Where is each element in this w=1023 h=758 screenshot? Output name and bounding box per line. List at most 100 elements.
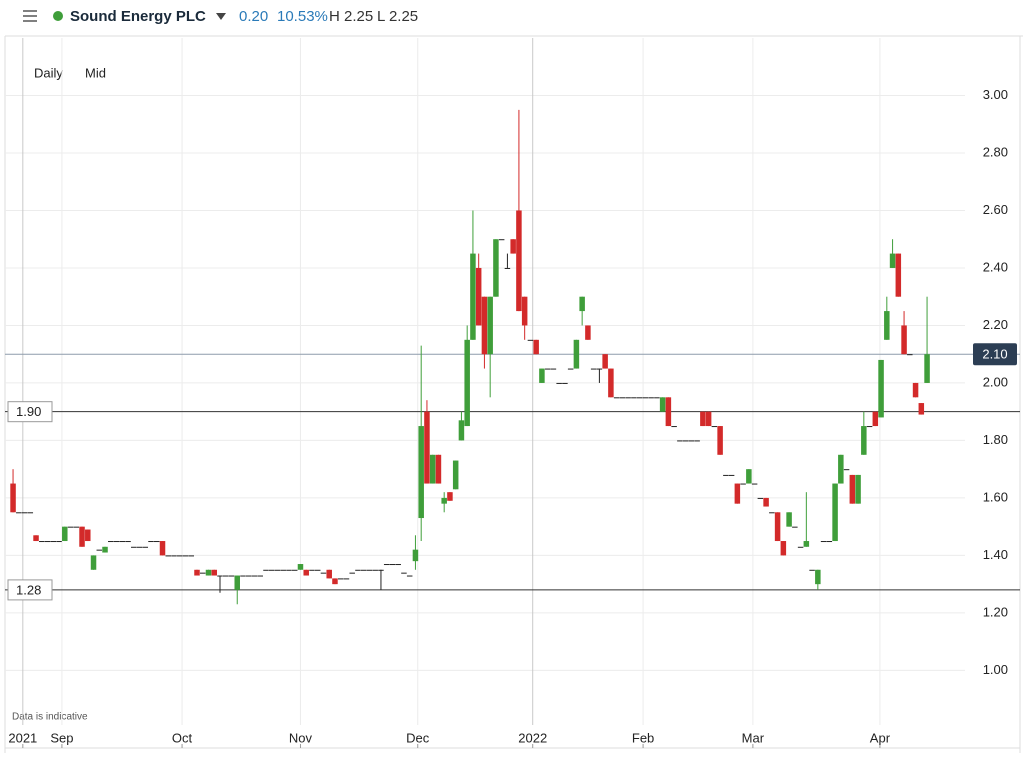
- candle-body: [343, 578, 350, 580]
- candle-body: [631, 397, 637, 399]
- y-tick-label: 2.00: [983, 374, 1008, 389]
- candle-body: [728, 474, 735, 476]
- candle-body: [613, 397, 620, 399]
- candle-body: [567, 368, 574, 370]
- candle-body: [648, 397, 654, 399]
- candle-body: [924, 354, 930, 383]
- candle-body: [516, 210, 522, 312]
- x-tick-label: Apr: [870, 730, 891, 745]
- candle-body: [119, 541, 126, 543]
- x-tick-label: Oct: [172, 730, 193, 745]
- candle-body: [889, 253, 896, 268]
- candle-body: [884, 311, 890, 340]
- high: H 2.25: [329, 8, 373, 25]
- candle-body: [406, 575, 413, 577]
- candle-body: [389, 564, 396, 566]
- candle-body: [113, 541, 120, 543]
- candle-body: [861, 426, 867, 455]
- candle-body: [303, 569, 309, 576]
- candle-body: [320, 572, 327, 574]
- candle-body: [182, 555, 189, 557]
- candle-body: [268, 569, 275, 571]
- candle-body: [337, 578, 344, 580]
- candle-body: [102, 546, 108, 553]
- instrument-title[interactable]: Sound Energy PLC: [70, 8, 206, 25]
- candle-body: [286, 569, 292, 571]
- x-tick-label: 2021: [8, 730, 37, 745]
- interval-button[interactable]: Daily: [34, 65, 63, 80]
- candle-body: [79, 526, 85, 547]
- y-tick-label: 1.00: [983, 662, 1008, 677]
- candle-body: [429, 454, 436, 484]
- candle-body: [50, 541, 57, 543]
- header-bar: [0, 0, 1023, 36]
- candle-body: [401, 572, 407, 574]
- candle-body: [349, 572, 355, 574]
- candle-body: [705, 411, 712, 427]
- candle-body: [33, 535, 39, 542]
- candle-body: [291, 569, 298, 571]
- x-tick-label: Dec: [406, 730, 430, 745]
- candle-body: [590, 368, 597, 370]
- candle-body: [527, 339, 534, 341]
- candle-body: [740, 483, 746, 485]
- candle-body: [654, 397, 660, 399]
- candle-body: [780, 541, 787, 556]
- candle-body: [510, 239, 516, 254]
- candle-body: [895, 253, 902, 297]
- candle-body: [786, 512, 792, 527]
- candle-body: [723, 474, 729, 476]
- candle-body: [682, 440, 689, 442]
- candle-body: [234, 575, 240, 590]
- candle-body: [665, 397, 672, 427]
- y-tick-label: 1.80: [983, 432, 1008, 447]
- candle-body: [452, 460, 459, 490]
- candle-body: [395, 564, 401, 566]
- candle-body: [211, 569, 217, 576]
- price-label: 2.10: [982, 347, 1007, 362]
- candle-body: [194, 569, 200, 576]
- candle-body: [878, 359, 884, 418]
- candle-body: [136, 546, 143, 548]
- candle-body: [562, 382, 568, 384]
- candle-body: [820, 541, 827, 543]
- candle-body: [533, 339, 539, 355]
- candle-body: [596, 368, 603, 370]
- candle-body: [746, 469, 752, 484]
- candle-body: [642, 397, 649, 399]
- low: L 2.25: [377, 8, 418, 25]
- candle-body: [579, 296, 585, 312]
- candle-body: [872, 411, 879, 427]
- price-type-button[interactable]: Mid: [85, 65, 106, 80]
- menu-icon[interactable]: [23, 10, 37, 22]
- candle-body: [717, 426, 723, 455]
- candle-body: [177, 555, 183, 557]
- candle-body: [332, 578, 338, 585]
- change-pct: 10.53%: [277, 8, 328, 25]
- candle-body: [378, 569, 384, 571]
- candle-body: [619, 397, 626, 399]
- candle-body: [263, 569, 269, 571]
- candle-body: [556, 382, 562, 384]
- candle-body: [493, 239, 499, 297]
- candle-body: [309, 569, 315, 571]
- candle-body: [849, 474, 856, 504]
- candle-body: [297, 564, 304, 570]
- candle-body: [67, 526, 74, 528]
- price-label-box: [973, 343, 1017, 366]
- dropdown-arrow[interactable]: [216, 13, 226, 20]
- candle-body: [907, 354, 913, 356]
- x-tick-label: 2022: [518, 730, 547, 745]
- candle-body: [855, 474, 861, 504]
- candle-body: [711, 426, 718, 428]
- level-label: 1.28: [16, 582, 41, 597]
- candle-body: [797, 546, 804, 548]
- candle-body: [602, 354, 608, 369]
- candle-body: [326, 569, 332, 579]
- candle-body: [763, 497, 769, 507]
- level-label-box: [7, 401, 53, 423]
- y-tick-label: 2.40: [983, 259, 1008, 274]
- candle-body: [550, 368, 557, 370]
- candle-body: [251, 575, 258, 577]
